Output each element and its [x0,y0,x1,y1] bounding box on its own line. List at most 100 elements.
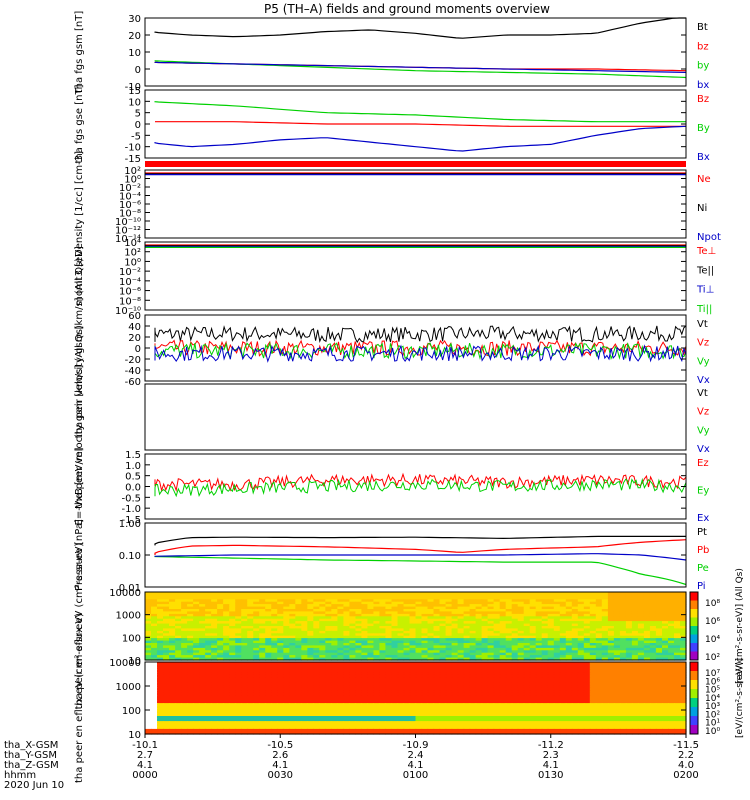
spectrogram-cell [631,698,639,702]
spectrogram-cell [439,664,447,668]
spectrogram-cell [674,601,681,605]
spectrogram-cell [409,606,417,610]
spectrogram-cell [643,710,651,715]
spectrogram-cell [433,664,441,668]
spectrogram-cell [541,611,549,615]
spectrogram-cell [505,713,513,717]
spectrogram-cell [565,623,573,627]
spectrogram-cell [583,664,591,668]
spectrogram-cell [583,609,591,612]
spectrogram-cell [583,647,591,651]
spectrogram-cell [668,687,675,691]
spectrogram-cell [379,710,386,715]
spectrogram-cell [163,633,170,637]
spectrogram-cell [547,674,555,679]
spectrogram-cell [493,690,501,694]
spectrogram-cell [223,633,230,637]
spectrogram-cell [680,669,687,673]
spectrogram-cell [469,635,477,639]
spectrogram-cell [331,677,338,681]
spectrogram-cell [415,592,423,595]
spectrogram-cell [668,677,675,681]
spectrogram-cell [493,606,501,610]
spectrogram-cell [649,652,657,656]
spectrogram-cell [163,616,170,620]
spectrogram-cell [181,674,188,679]
y-axis-label: E=-VxB [mV/m] [74,447,85,525]
spectrogram-cell [619,633,627,637]
spectrogram-cell [163,623,170,627]
spectrogram-cell [361,623,368,627]
spectrogram-cell [619,635,627,639]
spectrogram-cell [481,716,489,720]
spectrogram-cell [217,698,224,702]
spectrogram-cell [403,650,411,654]
spectrogram-cell [367,601,374,605]
spectrogram-cell [535,703,543,707]
spectrogram-cell [313,718,320,722]
spectrogram-cell [529,657,537,661]
spectrogram-cell [637,618,645,622]
spectrogram-cell [283,640,290,644]
spectrogram-cell [277,606,284,610]
spectrogram-cell [205,647,212,651]
spectrogram-cell [325,606,332,610]
spectrogram-cell [373,647,380,651]
spectrogram-cell [415,677,423,681]
spectrogram-cell [529,638,537,642]
spectrogram-cell [373,609,380,612]
spectrogram-cell [451,700,459,704]
spectrogram-cell [439,710,447,715]
spectrogram-cell [680,703,687,707]
spectrogram-cell [181,703,188,707]
spectrogram-cell [211,650,218,654]
spectrogram-cell [439,685,447,689]
spectrogram-cell [343,626,350,629]
spectrogram-cell [211,638,218,642]
spectrogram-cell [307,682,314,686]
spectrogram-cell [205,723,212,727]
spectrogram-cell [445,613,453,617]
spectrogram-cell [643,592,651,595]
spectrogram-cell [373,721,380,725]
spectrogram-cell [349,710,356,715]
spectrogram-cell [151,718,158,722]
spectrogram-cell [643,657,651,661]
spectrogram-cell [223,596,230,600]
spectrogram-cell [193,604,200,608]
spectrogram-cell [277,647,284,651]
spectrogram-cell [343,613,350,617]
spectrogram-cell [325,618,332,622]
spectrogram-cell [235,687,242,691]
spectrogram-cell [451,645,459,649]
spectrogram-cell [409,698,417,702]
spectrogram-cell [607,657,615,661]
spectrogram-cell [481,672,489,676]
spectrogram-cell [157,635,164,639]
spectrogram-cell [469,669,477,673]
spectrogram-cell [511,618,519,622]
spectrogram-cell [235,594,242,598]
spectrogram-cell [367,635,374,639]
spectrogram-cell [301,705,308,709]
spectrogram-cell [229,672,236,676]
spectrogram-cell [547,708,555,712]
spectrogram-cell [337,664,344,668]
spectrogram-cell [301,616,308,620]
spectrogram-cell [421,718,429,722]
spectrogram-cell [193,692,200,697]
spectrogram-cell [181,621,188,625]
spectrogram-cell [301,621,308,625]
spectrogram-cell [145,609,152,612]
spectrogram-cell [643,655,651,659]
spectrogram-cell [619,716,627,720]
spectrogram-cell [643,677,651,681]
spectrogram-cell [631,640,639,644]
spectrogram-cell [277,677,284,681]
spectrogram-cell [403,655,411,659]
spectrogram-cell [337,606,344,610]
spectrogram-cell [235,596,242,600]
spectrogram-cell [607,633,615,637]
spectrogram-cell [277,687,284,691]
spectrogram-cell [253,650,260,654]
